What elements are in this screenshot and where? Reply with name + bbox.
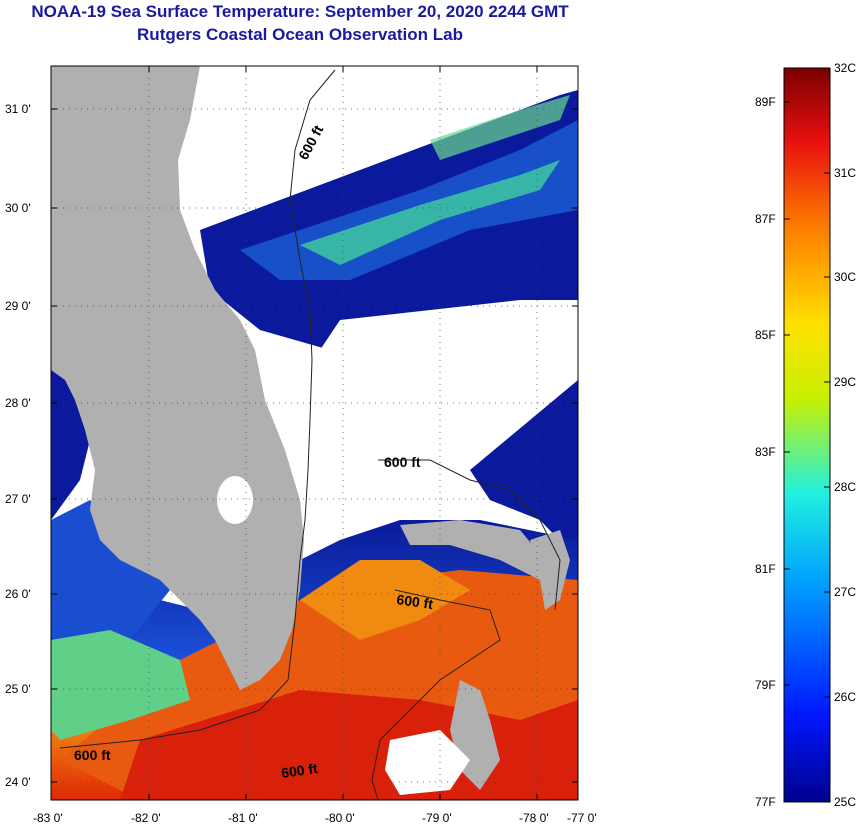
warm-water-gulf bbox=[51, 630, 190, 740]
lat-label-25: 25 0' bbox=[5, 682, 31, 696]
colorbar-label-83f: 83F bbox=[755, 445, 776, 459]
cold-water-east bbox=[470, 380, 578, 560]
lat-label-31: 31 0' bbox=[5, 102, 31, 116]
contour-600ft-west bbox=[59, 69, 336, 749]
colorbar bbox=[783, 67, 831, 803]
contour-600ft-south bbox=[371, 589, 501, 800]
bahamas-grand-bahama bbox=[400, 520, 545, 580]
lon-label-82: -82 0' bbox=[131, 811, 161, 825]
colorbar-label-85f: 85F bbox=[755, 328, 776, 342]
cloud-patch-nw bbox=[200, 66, 360, 140]
colorbar-label-29c: 29C bbox=[834, 375, 856, 389]
lon-label-79: -79 0' bbox=[422, 811, 452, 825]
lon-label-80: -80 0' bbox=[325, 811, 355, 825]
colorbar-label-32c: 32C bbox=[834, 61, 856, 75]
lat-label-29: 29 0' bbox=[5, 299, 31, 313]
lat-label-27: 27 0' bbox=[5, 492, 31, 506]
map-title: NOAA-19 Sea Surface Temperature: Septemb… bbox=[31, 2, 569, 21]
warm-streak-ne bbox=[430, 95, 570, 160]
map-frame bbox=[50, 65, 579, 801]
map-gridlines bbox=[51, 66, 578, 800]
axis-ticks bbox=[51, 66, 578, 800]
bahamas-abaco bbox=[530, 530, 570, 610]
lat-label-24: 24 0' bbox=[5, 775, 31, 789]
colorbar-label-27c: 27C bbox=[834, 585, 856, 599]
cloud-patch-central bbox=[300, 300, 578, 470]
lat-label-30: 30 0' bbox=[5, 201, 31, 215]
lon-label-78: -78 0' bbox=[519, 811, 549, 825]
contour-label-bahamas: 600 ft bbox=[396, 591, 435, 612]
contour-label-southwest: 600 ft bbox=[74, 747, 111, 763]
lon-label-83: -83 0' bbox=[33, 811, 63, 825]
warm-streak-north bbox=[300, 160, 560, 265]
colorbar-label-89f: 89F bbox=[755, 95, 776, 109]
colorbar-label-79f: 79F bbox=[755, 678, 776, 692]
colorbar-label-77f: 77F bbox=[755, 795, 776, 809]
contour-600ft-east bbox=[378, 459, 561, 611]
lat-label-26: 26 0' bbox=[5, 587, 31, 601]
colorbar-label-31c: 31C bbox=[834, 166, 856, 180]
warm-water-patch bbox=[300, 560, 470, 640]
colorbar-label-81f: 81F bbox=[755, 562, 776, 576]
florida-land bbox=[51, 66, 304, 690]
cloud-patch-south bbox=[385, 730, 470, 795]
map-area bbox=[51, 66, 578, 800]
colorbar-label-25c: 25C bbox=[834, 795, 856, 809]
map-subtitle: Rutgers Coastal Ocean Observation Lab bbox=[137, 25, 463, 44]
lat-label-28: 28 0' bbox=[5, 396, 31, 410]
colorbar-ticks bbox=[784, 101, 830, 698]
contour-label-central: 600 ft bbox=[384, 454, 421, 470]
lon-label-81: -81 0' bbox=[228, 811, 258, 825]
cool-water-gulf bbox=[51, 500, 170, 660]
lake-okeechobee bbox=[217, 476, 253, 524]
lon-label-77: -77 0' bbox=[567, 811, 597, 825]
colorbar-label-26c: 26C bbox=[834, 690, 856, 704]
contour-label-south: 600 ft bbox=[280, 760, 319, 781]
colorbar-label-87f: 87F bbox=[755, 212, 776, 226]
colorbar-label-28c: 28C bbox=[834, 480, 856, 494]
colorbar-label-30c: 30C bbox=[834, 270, 856, 284]
